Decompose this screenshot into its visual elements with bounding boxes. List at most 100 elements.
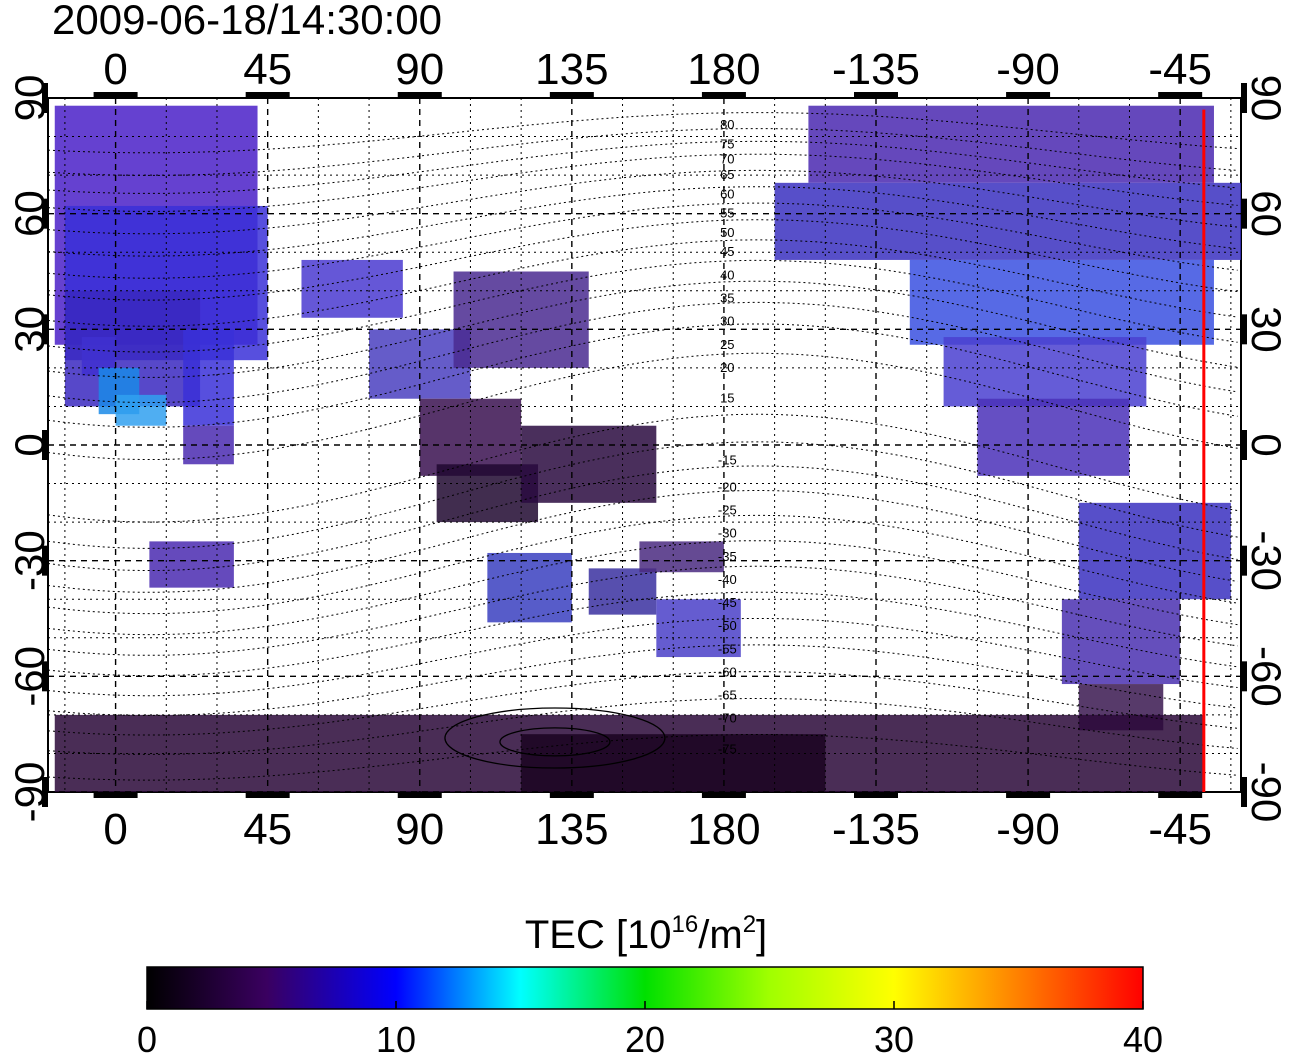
contour-line bbox=[48, 140, 1238, 194]
right-lat-tick-label: -30 bbox=[1243, 530, 1290, 591]
frame-tick-right bbox=[1241, 314, 1247, 345]
contour-label: -30 bbox=[718, 526, 737, 541]
contour-label: 20 bbox=[720, 360, 734, 375]
frame-tick-right bbox=[1241, 430, 1247, 460]
contour-line bbox=[48, 441, 1238, 549]
contour-label: -15 bbox=[718, 452, 737, 467]
colorbar-tick-label: 0 bbox=[137, 1019, 157, 1057]
left-lat-tick-label: -60 bbox=[6, 646, 53, 707]
contour-line bbox=[48, 514, 1238, 615]
frame-tick-left bbox=[42, 430, 48, 460]
frame-tick-left bbox=[42, 83, 48, 113]
tec-data-patches bbox=[54, 105, 1241, 792]
colorbar: TEC [1016/m2] 0 10 20 30 40 bbox=[137, 911, 1163, 1057]
contour-label: 35 bbox=[720, 290, 734, 305]
frame-tick-right bbox=[1241, 545, 1247, 576]
tec-patch bbox=[1078, 502, 1231, 600]
frame-tick-marks bbox=[42, 83, 1247, 807]
tec-patch bbox=[909, 259, 1214, 345]
frame-tick-right bbox=[1241, 83, 1247, 113]
contour-label: -25 bbox=[718, 503, 737, 518]
bottom-longitude-axis: 0 45 90 135 180 -135 -90 -45 bbox=[103, 805, 1212, 854]
left-lat-tick-label: 60 bbox=[6, 190, 53, 237]
frame-tick-left bbox=[42, 777, 48, 807]
colorbar-title: TEC [1016/m2] bbox=[525, 911, 767, 957]
tec-patch bbox=[149, 541, 234, 588]
colorbar-tick-label: 40 bbox=[1123, 1019, 1163, 1057]
top-lon-tick-label: 90 bbox=[395, 45, 444, 94]
top-lon-tick-label: -90 bbox=[996, 45, 1060, 94]
frame-tick-left bbox=[42, 198, 48, 229]
contour-line bbox=[48, 153, 1238, 212]
frame-tick-right bbox=[1241, 198, 1247, 229]
frame-tick-left bbox=[42, 314, 48, 345]
frame-tick-top bbox=[245, 92, 290, 98]
contour-line bbox=[48, 465, 1238, 571]
contour-line bbox=[48, 698, 1238, 755]
colorbar-title-mid: /m bbox=[698, 913, 742, 957]
frame-tick-top bbox=[1158, 92, 1203, 98]
frame-tick-bottom bbox=[1006, 792, 1051, 798]
contour-label: 70 bbox=[720, 152, 734, 167]
contour-label: 50 bbox=[720, 225, 734, 240]
contour-label: 40 bbox=[720, 267, 734, 282]
contour-label: 15 bbox=[720, 391, 734, 406]
top-lon-tick-label: 180 bbox=[687, 45, 760, 94]
contour-label: -35 bbox=[718, 549, 737, 564]
contour-label: 65 bbox=[720, 167, 734, 182]
left-lat-tick-label: -30 bbox=[6, 530, 53, 591]
frame-tick-top bbox=[854, 92, 899, 98]
colorbar-title-sup1: 16 bbox=[672, 911, 699, 938]
tec-patch bbox=[115, 394, 167, 426]
contour-line bbox=[48, 490, 1238, 593]
contour-line bbox=[48, 323, 1238, 428]
contour-label: 60 bbox=[720, 186, 734, 201]
right-lat-tick-label: -60 bbox=[1243, 646, 1290, 707]
tec-patch bbox=[487, 552, 572, 623]
colorbar-tick-label: 30 bbox=[874, 1019, 914, 1057]
frame-tick-right bbox=[1241, 777, 1247, 807]
contour-label: -60 bbox=[718, 664, 737, 679]
bottom-lon-tick-label: 0 bbox=[103, 805, 127, 854]
frame-tick-top bbox=[1006, 92, 1051, 98]
contour-line bbox=[48, 301, 1238, 403]
bottom-lon-tick-label: 135 bbox=[535, 805, 608, 854]
top-lon-tick-label: -45 bbox=[1148, 45, 1212, 94]
left-lat-tick-label: 0 bbox=[6, 433, 53, 456]
right-lat-tick-label: -90 bbox=[1243, 762, 1290, 823]
contour-label: 30 bbox=[720, 314, 734, 329]
bottom-lon-tick-label: 45 bbox=[243, 805, 292, 854]
frame-tick-bottom bbox=[1158, 792, 1203, 798]
top-lon-tick-label: 0 bbox=[103, 45, 127, 94]
tec-patch bbox=[521, 425, 657, 503]
contour-label: -65 bbox=[718, 688, 737, 703]
bottom-lon-tick-label: -45 bbox=[1148, 805, 1212, 854]
contour-line bbox=[48, 202, 1238, 279]
contour-label: 80 bbox=[720, 117, 734, 132]
frame-tick-right bbox=[1241, 661, 1247, 692]
timestamp-title: 2009-06-18/14:30:00 bbox=[52, 0, 442, 43]
bottom-lon-tick-label: -90 bbox=[996, 805, 1060, 854]
left-latitude-axis: 90 60 30 0 -30 -60 -90 bbox=[6, 75, 53, 823]
frame-tick-bottom bbox=[549, 792, 594, 798]
contour-label: 55 bbox=[720, 206, 734, 221]
tec-patch bbox=[656, 599, 741, 658]
colorbar-title-suffix: ] bbox=[756, 913, 767, 957]
tec-patch bbox=[808, 105, 1214, 183]
bottom-lon-tick-label: 90 bbox=[395, 805, 444, 854]
tec-patch bbox=[943, 337, 1147, 407]
frame-tick-bottom bbox=[93, 792, 138, 798]
frame-tick-bottom bbox=[854, 792, 899, 798]
frame-tick-bottom bbox=[245, 792, 290, 798]
contour-line bbox=[48, 128, 1238, 176]
contour-label: 45 bbox=[720, 244, 734, 259]
colorbar-tick-label: 10 bbox=[376, 1019, 416, 1057]
contour-label: 75 bbox=[720, 136, 734, 151]
bottom-lon-tick-label: 180 bbox=[687, 805, 760, 854]
frame-tick-top bbox=[93, 92, 138, 98]
frame-tick-left bbox=[42, 661, 48, 692]
colorbar-tick-label: 20 bbox=[625, 1019, 665, 1057]
contour-line bbox=[48, 413, 1238, 523]
